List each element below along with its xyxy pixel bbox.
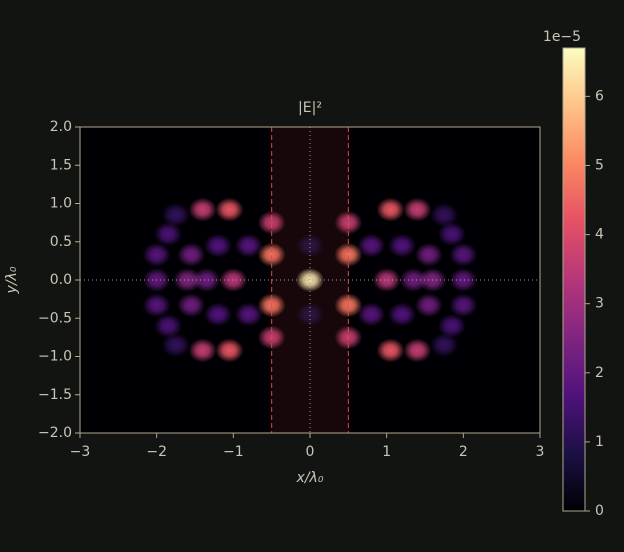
heat-spot [204,233,232,258]
x-tick-label: −2 [146,444,167,460]
colorbar-tick-label: 0 [595,503,604,519]
heat-spot [154,222,183,247]
y-tick-label: 1.0 [50,196,72,212]
y-tick-label: 2.0 [50,119,72,135]
heat-spot [177,242,206,267]
y-tick-label: 1.5 [50,157,72,173]
heat-spot [204,302,232,327]
heatmap [142,197,478,363]
heat-spot [357,233,386,258]
y-tick-label: −1.5 [38,387,72,403]
heat-spot [177,293,206,318]
x-tick-label: 0 [306,444,315,460]
heat-spot [296,233,324,258]
x-tick-label: 3 [536,444,545,460]
heat-spot [372,268,401,292]
chart-title: |E|² [298,100,322,116]
colorbar-tick-label: 2 [595,365,604,381]
heat-spot [399,268,428,292]
colorbar-tick-label: 1 [595,434,604,450]
y-tick-label: −2.0 [38,425,72,441]
heat-spot [296,302,324,327]
x-tick-label: −3 [70,444,91,460]
heat-spot [173,268,202,292]
y-tick-label: −1.0 [38,349,72,365]
colorbar-tick-label: 5 [595,157,604,173]
heat-spot [449,293,478,318]
heat-spot [215,197,244,222]
heat-spot [161,333,190,358]
heat-spot [234,233,263,258]
heat-spot [161,202,190,227]
x-tick-label: 2 [459,444,468,460]
heat-spot [388,302,416,327]
x-tick-label: 1 [382,444,391,460]
heat-spot [403,197,432,222]
heat-spot [414,242,443,267]
colorbar-offset: 1e−5 [543,29,581,45]
y-tick-label: 0.0 [50,272,72,288]
heat-spot [430,333,459,358]
heat-spot [414,293,443,318]
heat-spot [142,242,171,267]
y-tick-label: 0.5 [50,234,72,250]
heat-spot [219,268,248,292]
heat-spot [257,242,286,267]
x-axis-label: x/λ₀ [296,470,324,486]
heat-spot [215,338,244,363]
heat-spot [334,210,363,235]
heat-spot [192,268,221,292]
y-tick-label: −0.5 [38,310,72,326]
colorbar-tick-label: 6 [595,88,604,104]
colorbar-tick-label: 3 [595,296,604,312]
heat-spot [449,242,478,267]
heat-spot [188,197,217,222]
heat-spot [449,268,478,292]
x-tick-label: −1 [223,444,244,460]
heat-spot [388,233,416,258]
heat-spot [257,210,286,235]
heat-spot [437,313,466,338]
colorbar-tick-label: 4 [595,227,604,243]
heat-spot [357,302,386,327]
y-axis-label: y/λ₀ [4,266,20,294]
heat-spot [437,222,466,247]
heat-spot [376,338,405,363]
heat-spot [430,202,459,227]
heat-spot [376,197,405,222]
heat-spot [142,293,171,318]
heat-spot [188,338,217,363]
heat-spot [403,338,432,363]
heat-spot [334,242,363,267]
heat-spot [154,313,183,338]
colorbar [562,47,586,512]
heat-spot [234,302,263,327]
